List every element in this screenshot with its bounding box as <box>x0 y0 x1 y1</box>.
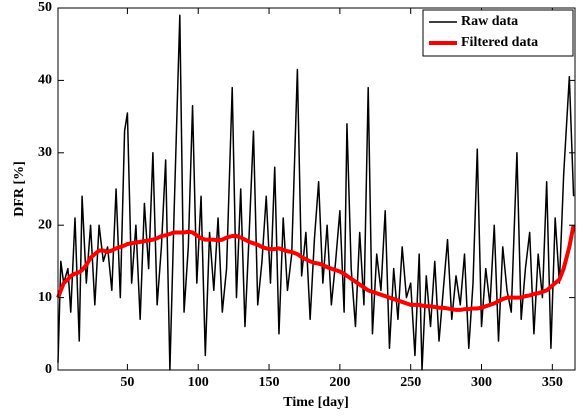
x-tick-label: 200 <box>329 375 350 390</box>
y-tick-label: 0 <box>45 362 52 377</box>
data-line <box>56 224 576 312</box>
legend-box <box>422 9 574 57</box>
x-axis-label: Time [day] <box>283 395 348 410</box>
x-tick-label: 250 <box>400 375 421 390</box>
y-tick-label: 50 <box>38 0 52 15</box>
data-line <box>57 14 575 371</box>
y-tick-label: 10 <box>38 290 52 305</box>
y-tick-label: 40 <box>38 73 52 88</box>
axes-box <box>57 7 576 371</box>
x-tick-label: 100 <box>188 375 209 390</box>
x-tick-label: 350 <box>542 375 563 390</box>
y-tick-label: 20 <box>38 217 52 232</box>
x-tick-label: 300 <box>471 375 492 390</box>
plot-area <box>58 8 575 370</box>
legend-label: Filtered data <box>461 35 538 50</box>
x-tick-label: 50 <box>120 375 134 390</box>
legend-label: Raw data <box>461 14 518 29</box>
y-tick-label: 30 <box>38 145 52 160</box>
y-axis-label: DFR [%] <box>12 161 27 217</box>
x-tick-label: 150 <box>259 375 280 390</box>
